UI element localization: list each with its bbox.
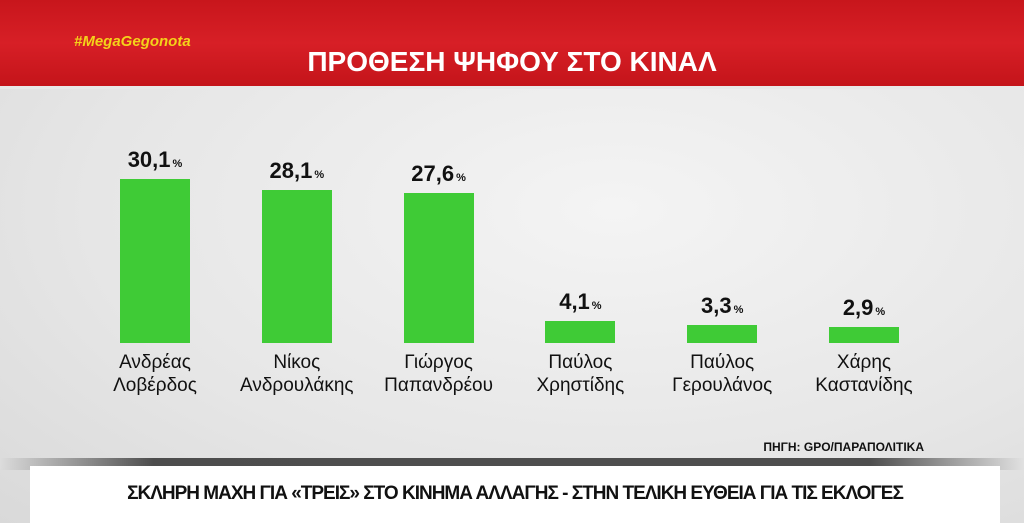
data-label-unit: % bbox=[172, 157, 183, 170]
category-label-line: Παύλος bbox=[690, 352, 755, 373]
bar bbox=[120, 178, 190, 343]
category-label-line: Καστανίδης bbox=[815, 375, 913, 396]
data-label-value: 4,1 bbox=[559, 288, 590, 314]
bar-chart: 30,1% Ανδρέας Λοβέρδος 28,1% Νίκος Ανδρουλάκη… bbox=[0, 90, 1024, 430]
category-label-line: Παύλος bbox=[548, 352, 613, 373]
hashtag: #MegaGegonota bbox=[74, 33, 191, 50]
data-label: 2,9% bbox=[809, 295, 919, 321]
category-label: Παύλος Γερουλάνος bbox=[647, 351, 797, 397]
category-label-line: Γιώργος bbox=[404, 352, 473, 373]
category-label: Ανδρέας Λοβέρδος bbox=[80, 351, 230, 397]
source-note: ΠΗΓΗ: GPO/ΠΑΡΑΠΟΛΙΤΙΚΑ bbox=[763, 440, 924, 454]
category-label-line: Ανδρέας bbox=[119, 352, 191, 373]
category-label-line: Παπανδρέου bbox=[384, 375, 494, 396]
category-label-line: Νίκος bbox=[273, 352, 321, 373]
category-label: Γιώργος Παπανδρέου bbox=[364, 351, 514, 397]
data-label: 3,3% bbox=[667, 293, 777, 319]
bar bbox=[403, 192, 474, 343]
data-label-value: 3,3 bbox=[701, 293, 732, 318]
data-label-unit: % bbox=[875, 306, 886, 319]
category-label-line: Χάρης bbox=[836, 352, 892, 373]
data-label-unit: % bbox=[456, 171, 466, 184]
category-label: Χάρης Καστανίδης bbox=[789, 351, 939, 397]
chart-title: ΠΡΟΘΕΣΗ ΨΗΦΟΥ ΣΤΟ ΚΙΝΑΛ bbox=[307, 46, 717, 77]
data-label: 4,1% bbox=[525, 289, 635, 315]
bar bbox=[829, 327, 899, 343]
data-label-unit: % bbox=[733, 304, 744, 316]
category-label: Νίκος Ανδρουλάκης bbox=[222, 351, 372, 397]
data-label-value: 27,6 bbox=[411, 160, 455, 186]
category-label: Παύλος Χρηστίδης bbox=[505, 351, 655, 397]
data-label: 28,1% bbox=[242, 158, 352, 184]
category-label-line: Γερουλάνος bbox=[672, 375, 773, 396]
bar bbox=[687, 325, 758, 343]
category-label-line: Χρηστίδης bbox=[536, 375, 625, 396]
ticker-text: ΣΚΛΗΡΗ ΜΑΧΗ ΓΙΑ «ΤΡΕΙΣ» ΣΤΟ ΚΙΝΗΜΑ ΑΛΛΑΓ… bbox=[127, 483, 904, 504]
bar bbox=[261, 189, 332, 343]
bar bbox=[545, 320, 616, 343]
data-label-value: 2,9 bbox=[842, 295, 874, 321]
category-label-line: Λοβέρδος bbox=[113, 375, 197, 396]
data-label: 27,6% bbox=[384, 161, 494, 187]
news-ticker: ΣΚΛΗΡΗ ΜΑΧΗ ΓΙΑ «ΤΡΕΙΣ» ΣΤΟ ΚΙΝΗΜΑ ΑΛΛΑΓ… bbox=[30, 466, 1000, 523]
data-label-value: 28,1 bbox=[269, 157, 313, 183]
data-label-value: 30,1 bbox=[127, 146, 171, 172]
data-label-unit: % bbox=[591, 299, 602, 312]
data-label-unit: % bbox=[314, 168, 325, 181]
data-label: 30,1% bbox=[100, 147, 210, 173]
category-label-line: Ανδρουλάκης bbox=[240, 375, 354, 396]
header-bar: #MegaGegonota ΠΡΟΘΕΣΗ ΨΗΦΟΥ ΣΤΟ ΚΙΝΑΛ bbox=[0, 0, 1024, 89]
